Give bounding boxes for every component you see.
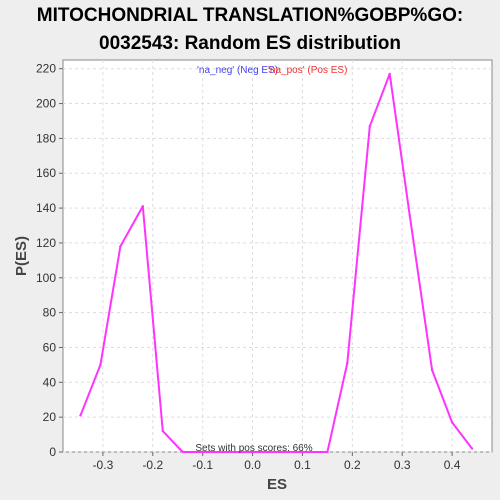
y-tick-label: 0 — [49, 445, 56, 459]
axes: -0.3 -0.2 -0.1 0.0 0.1 0.2 0.3 0.4 0 20 40 60 80 100 1… — [36, 62, 461, 472]
x-tick-label: 0.4 — [444, 458, 461, 472]
data-point — [301, 450, 304, 454]
data-point — [201, 450, 204, 454]
y-tick-label: 40 — [43, 375, 57, 389]
data-point — [408, 213, 411, 217]
data-point — [470, 447, 474, 450]
data-point — [79, 414, 82, 417]
data-point — [99, 363, 102, 367]
data-point — [141, 205, 145, 208]
x-tick-label: -0.2 — [142, 458, 163, 472]
data-point — [326, 450, 329, 454]
legend-neg-es: 'na_neg' (Neg ES) — [197, 65, 278, 76]
x-axis-title: ES — [267, 476, 287, 493]
y-tick-label: 160 — [36, 166, 56, 180]
legend-pos-es: 'na_pos' (Pos ES) — [268, 65, 347, 76]
chart-title: MITOCHONDRIAL TRANSLATION%GOBP%GO: 00325… — [0, 2, 500, 58]
data-point — [430, 368, 434, 372]
grid-lines — [63, 60, 492, 453]
y-tick-label: 180 — [36, 131, 56, 145]
x-tick-label: 0.1 — [294, 458, 311, 472]
y-tick-label: 60 — [43, 340, 57, 354]
y-tick-label: 220 — [36, 62, 56, 76]
data-point — [450, 421, 454, 424]
y-axis-title: P(ES) — [13, 236, 30, 276]
y-tick-label: 20 — [43, 410, 57, 424]
es-distribution-line — [79, 72, 473, 453]
series-group — [79, 72, 474, 454]
x-tick-label: -0.1 — [192, 458, 213, 472]
y-tick-label: 120 — [36, 236, 56, 250]
y-tick-label: 80 — [43, 306, 57, 320]
y-tick-label: 200 — [36, 97, 56, 111]
data-point — [388, 72, 391, 76]
x-tick-label: 0.0 — [244, 458, 261, 472]
data-point — [241, 450, 244, 454]
data-point — [161, 429, 164, 433]
pos-scores-annotation: Sets with pos scores: 66% — [195, 443, 312, 454]
legend: 'na_neg' (Neg ES)'na_pos' (Pos ES) — [197, 65, 347, 76]
chart-title-line-1: MITOCHONDRIAL TRANSLATION%GOBP%GO: — [36, 5, 464, 26]
x-tick-label: 0.3 — [394, 458, 411, 472]
x-tick-label: 0.2 — [344, 458, 361, 472]
y-tick-label: 140 — [36, 201, 56, 215]
data-point — [181, 450, 184, 454]
data-point — [281, 450, 284, 454]
data-point — [221, 450, 224, 454]
y-tick-label: 100 — [36, 271, 56, 285]
chart-title-line-2: 0032543: Random ES distribution — [99, 33, 401, 54]
x-tick-label: -0.3 — [93, 458, 114, 472]
data-point — [261, 450, 264, 454]
data-point — [119, 245, 122, 248]
plot-area — [62, 59, 493, 453]
data-point — [346, 361, 349, 365]
data-point — [368, 125, 371, 128]
